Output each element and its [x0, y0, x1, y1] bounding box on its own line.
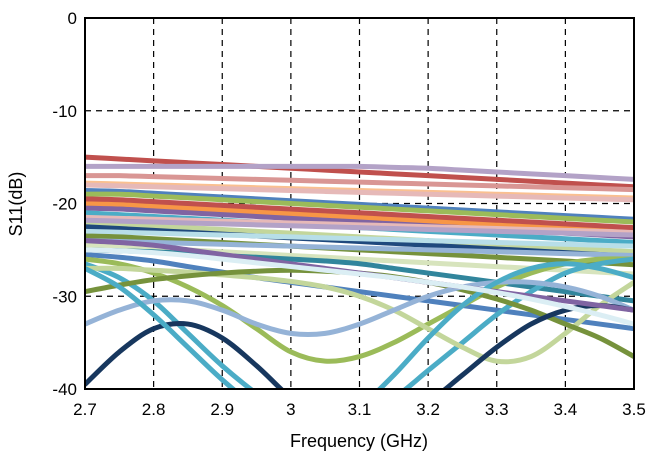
y-tick-labels: 0 -10 -20 -30 -40	[52, 9, 77, 399]
x-axis-title: Frequency (GHz)	[290, 431, 428, 451]
series-line-5	[85, 188, 634, 222]
series-line-23	[85, 279, 634, 338]
x-tick-label: 2.9	[210, 400, 234, 419]
x-tick-label: 2.7	[73, 400, 97, 419]
x-tick-label: 2.8	[142, 400, 166, 419]
plot-frame	[84, 17, 635, 390]
series-line-15	[85, 238, 634, 258]
series-line-24	[85, 303, 634, 389]
x-tick-label: 3.1	[348, 400, 372, 419]
y-tick-label: -40	[52, 380, 77, 399]
x-tick-label: 3.5	[622, 400, 646, 419]
x-tick-label: 3	[286, 400, 295, 419]
series-lines	[85, 154, 634, 389]
y-tick-label: 0	[68, 9, 77, 28]
y-axis-title: S11(dB)	[6, 172, 26, 237]
series-line-13	[85, 228, 634, 249]
x-tick-label: 3.4	[554, 400, 578, 419]
series-line-2	[85, 163, 634, 182]
series-line-21	[85, 265, 634, 365]
series-line-3	[85, 173, 634, 193]
series-line-10	[85, 214, 634, 235]
y-tick-label: -30	[52, 287, 77, 306]
y-tick-label: -20	[52, 195, 77, 214]
series-line-1	[85, 154, 634, 190]
series-line-26	[85, 261, 634, 389]
x-tick-label: 3.2	[416, 400, 440, 419]
series-line-29	[85, 196, 634, 231]
series-line-28	[85, 247, 634, 327]
series-line-19	[85, 256, 634, 364]
series-line-7	[85, 201, 634, 235]
series-line-30	[85, 217, 634, 238]
x-tick-label: 3.3	[485, 400, 509, 419]
x-tick-labels: 2.7 2.8 2.9 3 3.1 3.2 3.3 3.4 3.5	[73, 400, 646, 419]
y-tick-label: -10	[52, 102, 77, 121]
series-line-27	[85, 182, 634, 203]
series-line-6	[85, 191, 634, 225]
